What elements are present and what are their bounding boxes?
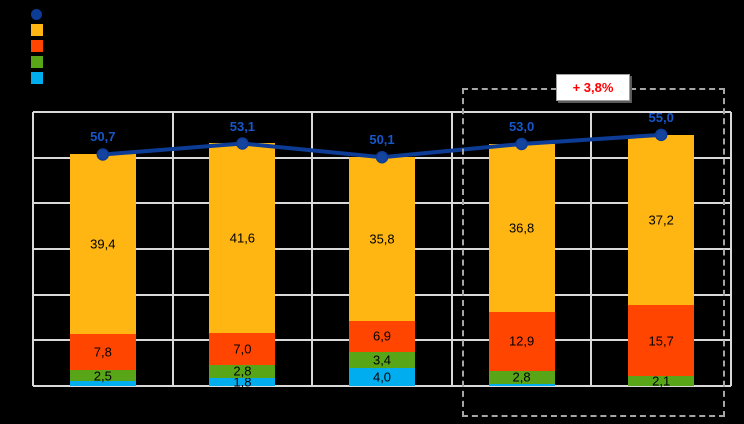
v-gridline: [590, 112, 593, 386]
bar-segment-red: [69, 334, 136, 370]
bar-segment-lightblue: [488, 383, 555, 386]
legend-marker-yellow-segment: [31, 24, 43, 36]
bar-segment-green: [69, 370, 136, 382]
h-gridline: [33, 111, 731, 113]
bar-segment-label: 1,8: [233, 374, 252, 390]
h-gridline: [33, 385, 731, 387]
total-value-label: 53,0: [508, 118, 535, 134]
bar-segment-lightblue: [69, 381, 136, 386]
bar-segment-label: 6,9: [372, 328, 392, 344]
legend-marker-green-segment: [31, 56, 43, 68]
highlight-dashed-box: [462, 88, 725, 417]
legend-marker-red-segment: [31, 40, 43, 52]
total-value-label: 55,0: [648, 109, 674, 125]
bar-segment-label: 36,8: [508, 220, 535, 236]
bar-segment-lightblue: [349, 367, 415, 386]
v-gridline: [730, 112, 732, 386]
bar-segment-red: [209, 333, 276, 365]
bar-segment-yellow: [488, 143, 555, 312]
legend-marker-total-line: [31, 9, 42, 20]
v-gridline: [32, 112, 34, 386]
v-gridline: [311, 112, 314, 386]
total-value-label: 53,1: [229, 118, 256, 134]
bar-segment-green: [488, 370, 555, 384]
bar-segment-label: 7,8: [93, 344, 112, 360]
bar-segment-yellow: [349, 157, 415, 321]
bar-segment-yellow: [209, 143, 276, 334]
bar-segment-label: 2,1: [652, 373, 671, 389]
bar-segment-label: 37,2: [648, 212, 674, 228]
bar-segment-label: 7,0: [233, 341, 252, 357]
annotation-text: + 3,8%: [572, 80, 614, 95]
bar-segment-red: [349, 320, 415, 353]
total-value-label: 50,7: [90, 129, 116, 145]
bar-segment-label: 39,4: [90, 236, 116, 252]
bar-segment-yellow: [628, 134, 695, 305]
bar-segment-label: 2,5: [93, 368, 112, 384]
bar-segment-label: 3,4: [372, 352, 392, 368]
bar-segment-label: 2,8: [233, 363, 252, 379]
bar-segment-green: [209, 364, 276, 378]
bar-segment-label: 12,9: [508, 333, 535, 349]
bar-segment-lightblue: [209, 377, 276, 386]
bar-segment-label: 35,8: [369, 231, 395, 247]
bar-segment-green: [349, 352, 415, 368]
bar-segment-label: 15,7: [648, 333, 674, 349]
bar-segment-red: [628, 304, 695, 377]
bar-segment-yellow: [69, 154, 136, 335]
bar-segment-label: 4,0: [372, 369, 392, 385]
annotation-label-box: + 3,8%: [556, 74, 630, 101]
v-gridline: [450, 112, 453, 386]
bar-segment-green: [628, 376, 695, 386]
bar-segment-label: 41,6: [229, 230, 256, 246]
legend-marker-lightblue-segment: [31, 72, 43, 84]
v-gridline: [171, 112, 174, 386]
total-value-label: 50,1: [369, 132, 395, 148]
bar-segment-red: [488, 312, 555, 371]
bar-segment-label: 2,8: [512, 369, 531, 385]
